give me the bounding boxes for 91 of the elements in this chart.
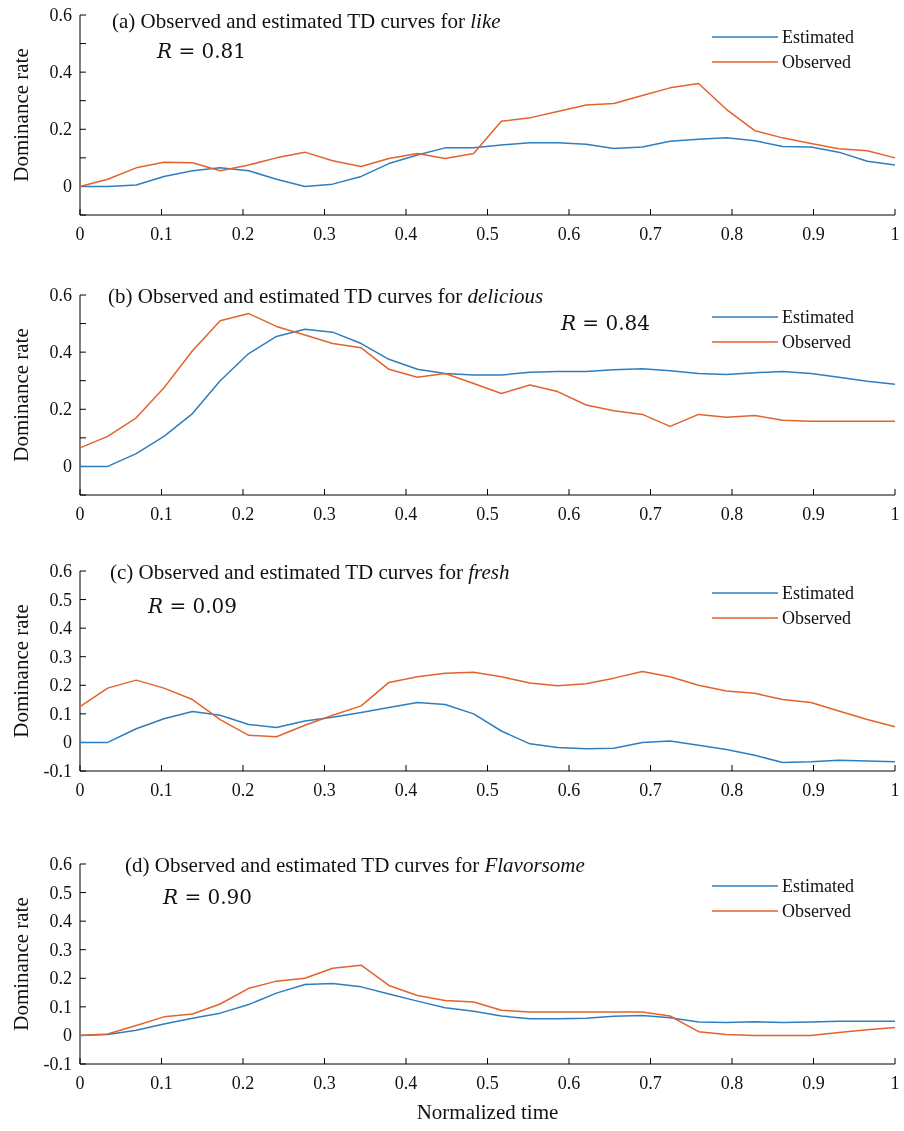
y-tick-label: 0.5 [49,589,72,610]
x-axis-title: Normalized time [416,1100,559,1124]
y-tick-label: 0.6 [49,285,72,305]
legend-label: Estimated [782,27,854,47]
x-tick-label: 0.1 [150,224,173,244]
x-tick-label: 0.7 [639,224,662,244]
y-axis-title: Dominance rate [9,48,33,182]
y-tick-label: 0.4 [49,911,72,932]
y-tick-label: 0.3 [49,646,72,667]
x-tick-label: 0.5 [476,1073,499,1093]
chart-title: (c) Observed and estimated TD curves for fresh [110,560,510,584]
legend-label: Observed [782,608,851,628]
x-tick-label: 0.8 [720,780,744,800]
chart-title: (b) Observed and estimated TD curves for delicious [108,284,544,308]
x-tick-label: 0.3 [313,780,336,800]
y-tick-label: 0.4 [49,342,72,363]
y-tick-label: 0 [63,176,72,197]
legend-label: Estimated [782,876,854,896]
x-tick-label: 0.8 [720,1073,744,1093]
y-tick-label: 0.2 [49,968,72,989]
x-tick-label: 0.3 [313,1073,336,1093]
y-tick-label: 0.2 [49,399,72,420]
x-tick-label: 0.5 [476,780,499,800]
x-tick-label: 0.4 [394,504,418,524]
legend-label: Observed [782,332,851,352]
x-tick-label: 0.5 [476,224,499,244]
x-tick-label: 0.7 [639,504,662,524]
y-tick-label: 0.2 [49,675,72,696]
x-tick-label: 0.5 [476,504,499,524]
annotation: R = 0.81 [156,39,247,63]
legend-label: Estimated [782,307,854,327]
x-tick-label: 0.7 [639,1073,662,1093]
chart-title: (d) Observed and estimated TD curves for Flavorsome [125,853,585,877]
y-axis-title: Dominance rate [9,604,33,738]
line-series [79,312,896,449]
x-tick-label: 1 [890,224,900,244]
y-tick-label: 0.6 [49,854,72,874]
x-tick-label: 0.1 [150,1073,173,1093]
x-tick-label: 0.8 [720,504,744,524]
chart-title: (a) Observed and estimated TD curves for like [112,9,501,33]
x-tick-label: 0.3 [313,504,336,524]
y-tick-label: 0 [63,1025,72,1046]
y-tick-label: 0 [63,732,72,753]
annotation: R = 0.84 [559,311,650,335]
y-tick-label: 0.6 [49,5,72,25]
x-tick-label: 0.6 [557,1073,581,1093]
x-tick-label: 0.2 [231,780,255,800]
legend-label: Estimated [782,583,854,603]
x-tick-label: 0.9 [802,1073,825,1093]
y-axis-title: Dominance rate [9,328,33,462]
legend-label: Observed [782,901,851,921]
line-series [79,964,896,1037]
y-tick-label: 0 [63,456,72,477]
x-tick-label: 0.1 [150,780,173,800]
y-tick-label: 0.5 [49,882,72,903]
y-tick-label: -0.1 [43,1054,72,1074]
y-tick-label: 0.1 [49,996,72,1017]
annotation: R = 0.09 [147,594,238,618]
x-tick-label: 0.8 [720,224,744,244]
y-tick-label: -0.1 [43,761,72,781]
x-tick-label: 1 [890,1073,900,1093]
x-tick-label: 0.9 [802,504,825,524]
line-series [79,328,896,468]
x-tick-label: 0.6 [557,780,581,800]
y-tick-label: 0.6 [49,561,72,581]
x-tick-label: 0.2 [231,1073,255,1093]
x-tick-label: 0.2 [231,224,255,244]
y-tick-label: 0.4 [49,618,72,639]
y-tick-label: 0.3 [49,939,72,960]
x-tick-label: 0.4 [394,780,418,800]
x-tick-label: 0.9 [802,224,825,244]
y-tick-label: 0.4 [49,62,72,83]
x-tick-label: 1 [890,504,900,524]
x-tick-label: 0.6 [557,224,581,244]
x-tick-label: 0.3 [313,224,336,244]
x-tick-label: 0.4 [394,1073,418,1093]
x-tick-label: 0.9 [802,780,825,800]
legend-label: Observed [782,52,851,72]
y-tick-label: 0.1 [49,703,72,724]
y-axis-title: Dominance rate [9,897,33,1031]
line-series [79,82,896,188]
x-tick-label: 0.2 [231,504,255,524]
x-tick-label: 0.1 [150,504,173,524]
y-tick-label: 0.2 [49,119,72,140]
x-tick-label: 0.6 [557,504,581,524]
x-tick-label: 0.4 [394,224,418,244]
line-series [79,670,896,738]
annotation: R = 0.90 [162,885,253,909]
x-tick-label: 0.7 [639,780,662,800]
line-series [79,701,896,764]
x-tick-label: 1 [890,780,900,800]
